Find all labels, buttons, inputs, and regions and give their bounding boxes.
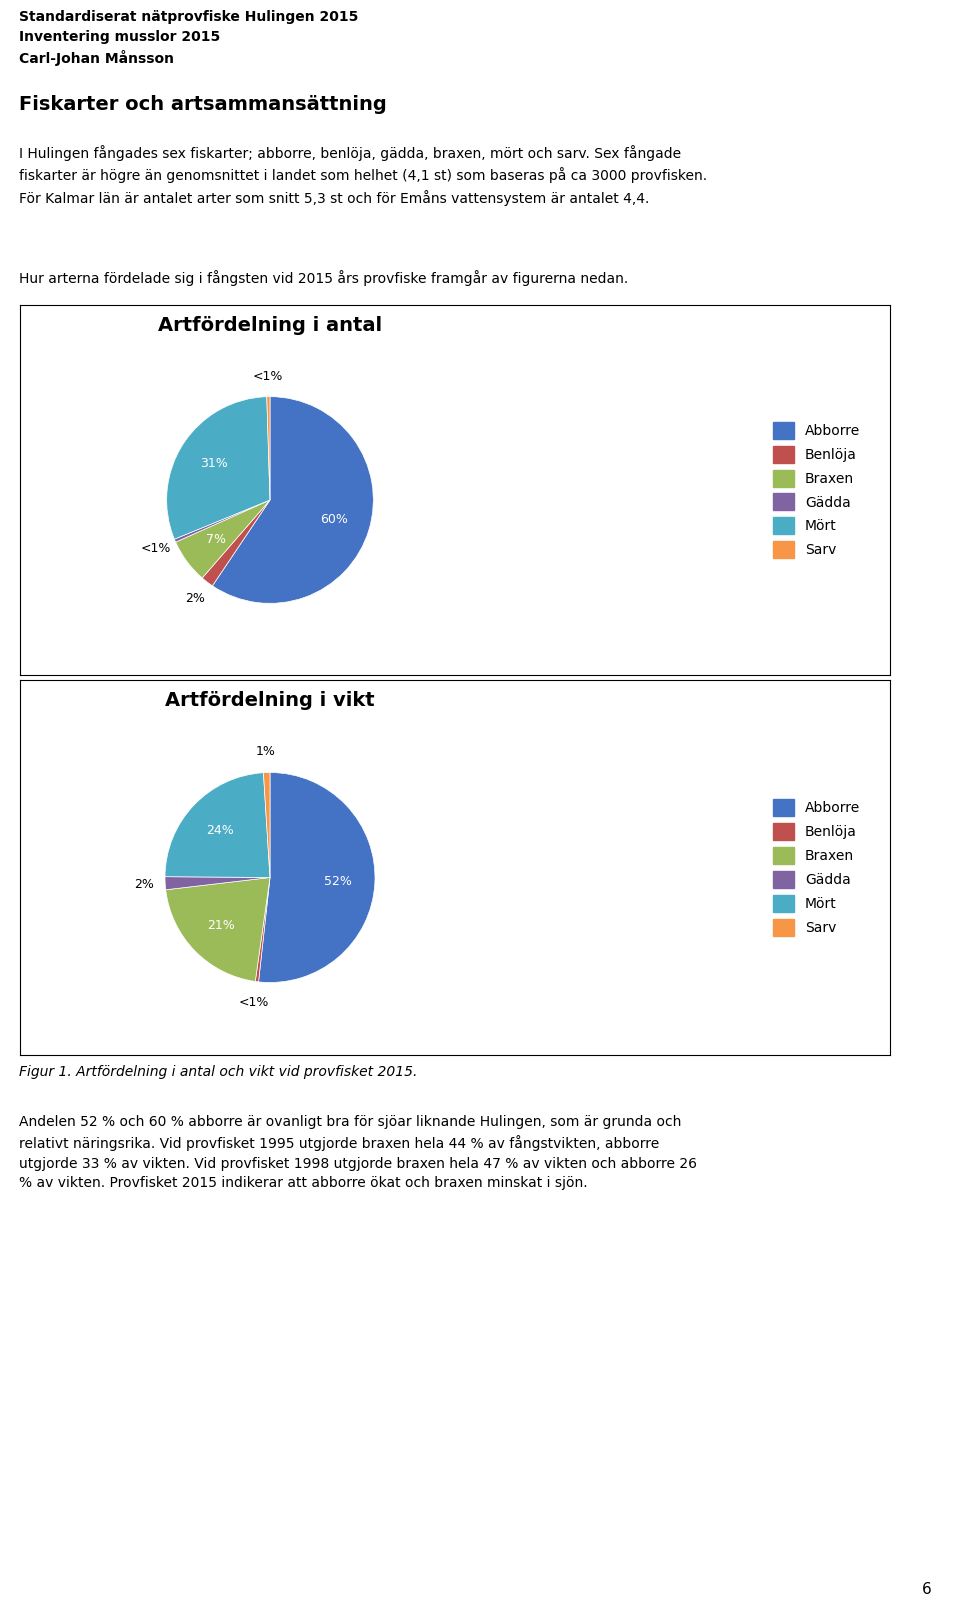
- Legend: Abborre, Benlöja, Braxen, Gädda, Mört, Sarv: Abborre, Benlöja, Braxen, Gädda, Mört, S…: [767, 794, 866, 942]
- Text: <1%: <1%: [141, 542, 171, 555]
- Wedge shape: [165, 877, 270, 890]
- Text: 60%: 60%: [321, 513, 348, 526]
- Wedge shape: [212, 397, 373, 603]
- Text: Inventering musslor 2015: Inventering musslor 2015: [19, 31, 221, 44]
- Wedge shape: [267, 397, 270, 500]
- Text: 52%: 52%: [324, 874, 352, 887]
- Wedge shape: [167, 397, 270, 539]
- Wedge shape: [166, 877, 270, 981]
- Text: Standardiserat nätprovfiske Hulingen 2015: Standardiserat nätprovfiske Hulingen 201…: [19, 10, 359, 24]
- Text: Fiskarter och artsammansättning: Fiskarter och artsammansättning: [19, 95, 387, 115]
- Text: 1%: 1%: [256, 745, 276, 758]
- Text: 21%: 21%: [207, 919, 235, 932]
- Text: 6: 6: [922, 1582, 931, 1597]
- Wedge shape: [255, 877, 270, 982]
- Text: Andelen 52 % och 60 % abborre är ovanligt bra för sjöar liknande Hulingen, som ä: Andelen 52 % och 60 % abborre är ovanlig…: [19, 1115, 697, 1190]
- Text: <1%: <1%: [252, 369, 283, 382]
- Text: 31%: 31%: [200, 456, 228, 469]
- Wedge shape: [175, 500, 270, 542]
- Text: I Hulingen fångades sex fiskarter; abborre, benlöja, gädda, braxen, mört och sar: I Hulingen fångades sex fiskarter; abbor…: [19, 145, 708, 206]
- Text: Hur arterna fördelade sig i fångsten vid 2015 års provfiske framgår av figurerna: Hur arterna fördelade sig i fångsten vid…: [19, 269, 629, 286]
- Text: 2%: 2%: [184, 592, 204, 605]
- Title: Artfördelning i antal: Artfördelning i antal: [158, 316, 382, 336]
- Text: 24%: 24%: [206, 824, 234, 837]
- Text: 2%: 2%: [134, 877, 155, 890]
- Wedge shape: [203, 500, 270, 586]
- Text: <1%: <1%: [239, 995, 270, 1010]
- Wedge shape: [263, 773, 270, 877]
- Text: Figur 1. Artfördelning i antal och vikt vid provfisket 2015.: Figur 1. Artfördelning i antal och vikt …: [19, 1065, 418, 1079]
- Text: Carl-Johan Månsson: Carl-Johan Månsson: [19, 50, 174, 66]
- Title: Artfördelning i vikt: Artfördelning i vikt: [165, 690, 374, 710]
- Wedge shape: [165, 773, 270, 877]
- Wedge shape: [258, 773, 375, 982]
- Text: 7%: 7%: [206, 534, 226, 547]
- Legend: Abborre, Benlöja, Braxen, Gädda, Mört, Sarv: Abborre, Benlöja, Braxen, Gädda, Mört, S…: [767, 416, 866, 565]
- Wedge shape: [176, 500, 270, 577]
